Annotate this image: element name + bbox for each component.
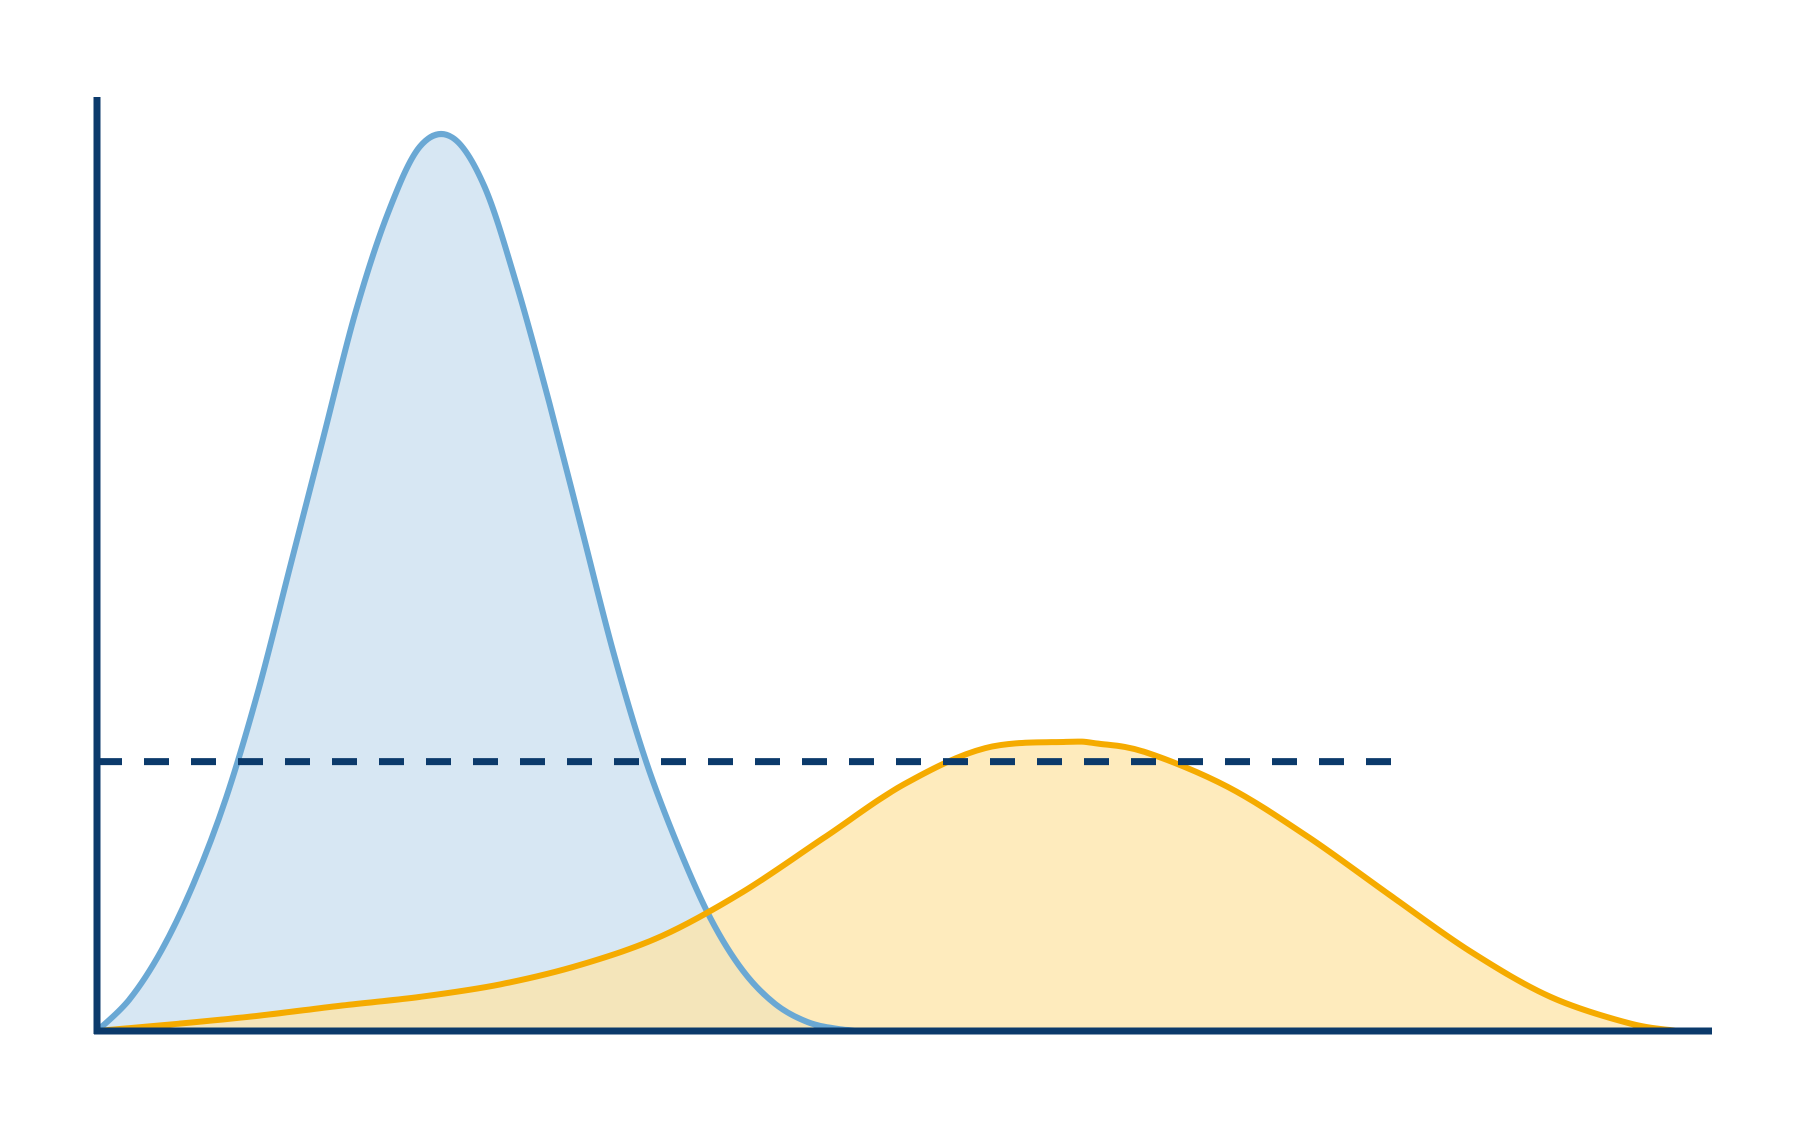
series-2-line [94, 738, 1683, 1034]
series-1-line [94, 131, 908, 1035]
areas-layer [97, 133, 1680, 1032]
axes-layer [93, 97, 1712, 1035]
lines-layer [94, 131, 1683, 1035]
series-2-area [97, 741, 1680, 1031]
series-1-area [97, 133, 905, 1032]
